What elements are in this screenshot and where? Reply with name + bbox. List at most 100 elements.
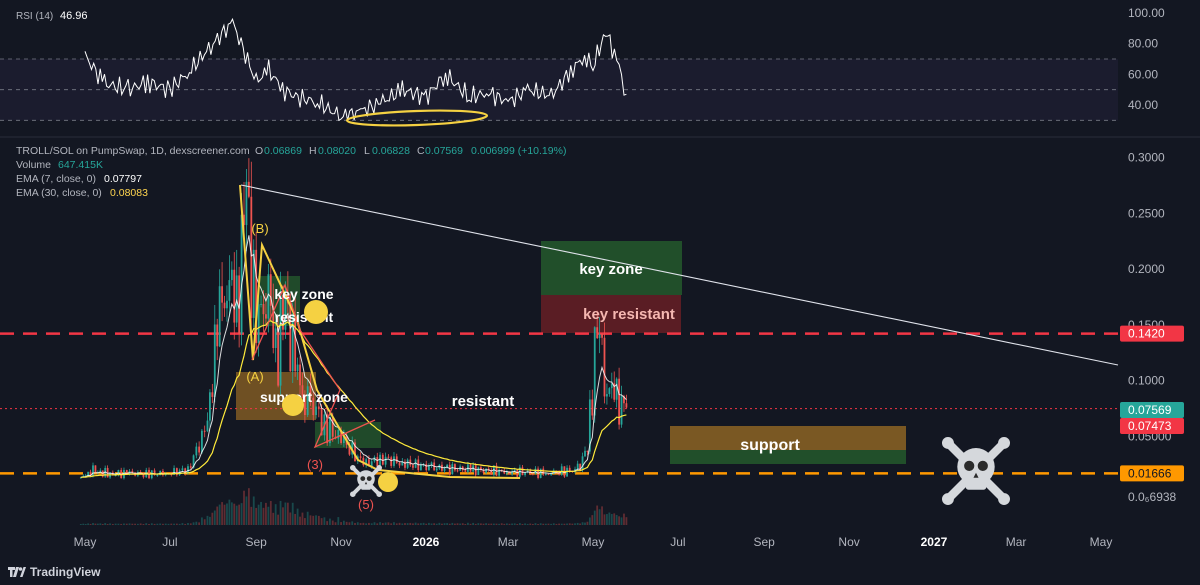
- candle-body: [125, 470, 128, 474]
- candle-body: [480, 467, 482, 471]
- volume-bar: [591, 515, 594, 525]
- ohlc-c-value: 0.07569: [425, 145, 463, 157]
- skull-small-icon-part: [376, 491, 382, 497]
- candle-body: [524, 472, 526, 476]
- candle-body: [247, 181, 250, 197]
- volume-bar: [153, 523, 156, 525]
- skull-small-icon-part: [364, 481, 368, 485]
- volume-bar: [368, 522, 370, 525]
- symbol-title[interactable]: TROLL/SOL on PumpSwap, 1D, dexscreener.c…: [16, 145, 250, 157]
- wave-3-label: (3): [307, 457, 323, 472]
- volume-bar: [262, 507, 265, 525]
- volume-bar: [451, 522, 454, 525]
- time-tick-label: Nov: [330, 535, 351, 549]
- volume-bar: [181, 523, 184, 525]
- volume-bar: [574, 523, 576, 525]
- tradingview-brand[interactable]: TradingView: [30, 565, 101, 579]
- volume-bar: [291, 502, 294, 525]
- volume-bar: [443, 523, 446, 525]
- candle-body: [228, 280, 231, 301]
- candle-body: [255, 249, 258, 344]
- candle-body: [425, 464, 428, 471]
- ohlc-l-value: 0.06828: [372, 145, 410, 157]
- key-zone-label: key zone: [579, 261, 642, 278]
- volume-bar: [252, 496, 255, 525]
- volume-bar: [454, 523, 456, 525]
- candle-body: [625, 403, 628, 408]
- candle-body: [296, 364, 299, 372]
- candle-body: [487, 468, 490, 470]
- skull-small-icon-part: [357, 470, 375, 488]
- candle-body: [114, 475, 117, 477]
- volume-bar: [226, 503, 228, 525]
- volume-bar: [414, 522, 417, 525]
- price-badge: [1120, 402, 1184, 418]
- candle-body: [503, 470, 506, 474]
- volume-bar: [150, 523, 153, 525]
- candle-body: [395, 456, 398, 463]
- ema7-label[interactable]: EMA (7, close, 0): [16, 173, 96, 185]
- volume-bar: [381, 523, 384, 525]
- volume-bar: [503, 523, 506, 525]
- candle-body: [368, 459, 370, 467]
- candle-body: [175, 468, 178, 475]
- candle-body: [603, 337, 606, 397]
- candle-body: [608, 388, 611, 395]
- volume-bar: [537, 524, 539, 525]
- skull-small-icon-part: [350, 465, 356, 471]
- candle-body: [106, 467, 109, 478]
- rsi-label[interactable]: RSI (14): [16, 11, 54, 22]
- volume-bar: [255, 507, 258, 525]
- candle-body: [142, 472, 145, 478]
- volume-bar: [459, 523, 462, 525]
- volume-bar: [498, 523, 501, 525]
- volume-bar: [441, 523, 443, 525]
- candle-body: [279, 295, 282, 386]
- candle-body: [513, 469, 516, 472]
- skull-icon-part: [998, 437, 1010, 449]
- candle-body: [312, 397, 315, 416]
- candle-body: [189, 466, 192, 468]
- candle-body: [348, 444, 351, 455]
- volume-bar: [566, 523, 568, 525]
- volume-bar: [373, 522, 376, 525]
- volume-bar: [79, 524, 82, 525]
- candle-body: [218, 286, 221, 347]
- candle-body: [598, 334, 601, 339]
- volume-bar: [490, 523, 493, 525]
- ema30-label[interactable]: EMA (30, close, 0): [16, 187, 102, 199]
- volume-bar: [230, 502, 233, 525]
- volume-bar: [240, 503, 243, 525]
- time-tick-label: Jul: [162, 535, 177, 549]
- candle-body: [309, 386, 312, 398]
- volume-bar: [552, 523, 555, 525]
- pointing-hand-icon-2: [282, 394, 304, 416]
- candle-body: [299, 364, 301, 386]
- candle-body: [245, 181, 248, 226]
- candle-body: [613, 383, 616, 400]
- volume-bar: [243, 490, 245, 525]
- price-levels: [0, 332, 1118, 475]
- volume-bar: [370, 523, 373, 525]
- volume-bar: [608, 512, 611, 525]
- price-tick-label: 0.2500: [1128, 206, 1165, 220]
- candle-body: [354, 442, 356, 462]
- candle-body: [498, 469, 501, 476]
- volume-bar: [354, 522, 356, 525]
- volume-bar: [376, 523, 379, 525]
- volume-label[interactable]: Volume: [16, 159, 52, 171]
- footer-bar: [0, 557, 1200, 585]
- volume-bar: [623, 513, 625, 525]
- volume-bar: [109, 523, 111, 525]
- volume-bar: [345, 521, 348, 525]
- candle-body: [260, 303, 262, 305]
- volume-bar: [542, 523, 545, 525]
- rsi-value: 46.96: [60, 10, 88, 22]
- candle-body: [381, 454, 384, 465]
- candle-body: [284, 294, 287, 330]
- wave-5-label: (5): [358, 497, 374, 512]
- zone-boxes: [236, 241, 906, 464]
- volume-bar: [206, 515, 209, 525]
- volume-bar: [398, 522, 401, 525]
